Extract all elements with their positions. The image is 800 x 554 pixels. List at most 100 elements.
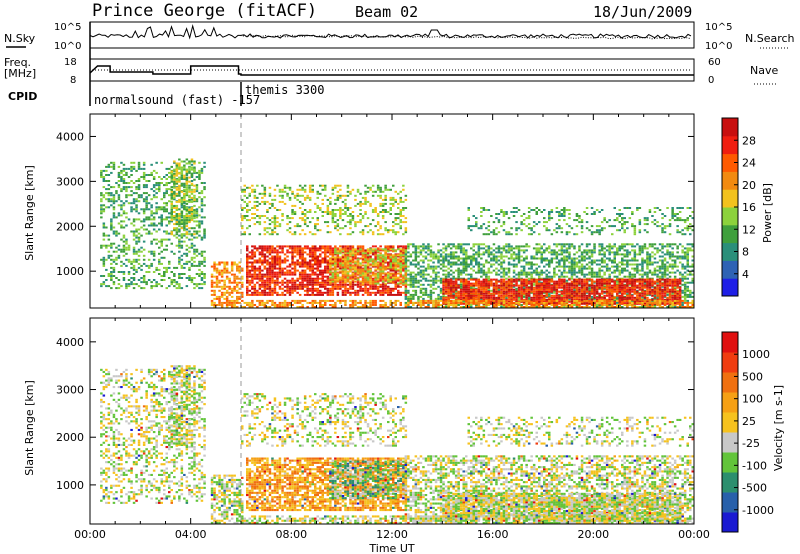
data-cell: [376, 251, 380, 254]
data-cell: [384, 261, 387, 264]
data-cell: [351, 274, 355, 277]
data-cell: [321, 275, 324, 278]
data-cell: [170, 202, 173, 205]
data-cell: [482, 269, 486, 272]
data-cell: [256, 196, 259, 199]
data-cell: [361, 252, 365, 255]
data-cell: [117, 287, 121, 290]
data-cell: [563, 263, 566, 266]
data-cell: [256, 291, 259, 294]
data-cell: [291, 247, 294, 250]
data-cell: [324, 257, 327, 260]
data-cell: [354, 273, 357, 276]
data-cell: [452, 253, 455, 256]
data-cell: [595, 273, 599, 276]
data-cell: [470, 285, 473, 288]
data-cell: [344, 275, 347, 278]
data-cell: [293, 267, 297, 270]
data-cell: [188, 277, 191, 279]
data-cell: [107, 234, 111, 237]
data-cell: [268, 283, 272, 286]
data-cell: [349, 254, 352, 257]
data-cell: [215, 277, 219, 280]
data-cell: [427, 273, 430, 276]
data-cell: [616, 265, 619, 268]
data-cell: [125, 200, 128, 203]
data-cell: [341, 276, 345, 279]
data-cell: [560, 265, 564, 268]
data-cell: [540, 257, 543, 260]
data-cell: [110, 266, 113, 269]
data-cell: [381, 248, 385, 251]
data-cell: [439, 277, 443, 280]
data-cell: [490, 257, 493, 260]
data-cell: [303, 251, 307, 254]
data-cell: [379, 202, 382, 205]
data-cell: [258, 273, 262, 276]
data-cell: [336, 209, 340, 211]
data-cell: [387, 276, 390, 279]
data-cell: [326, 293, 330, 296]
data-cell: [465, 269, 468, 272]
data-cell: [381, 204, 385, 207]
data-cell: [137, 186, 141, 189]
data-cell: [525, 257, 528, 260]
data-cell: [527, 297, 531, 300]
data-cell: [417, 247, 420, 250]
data-cell: [110, 254, 113, 257]
data-cell: [364, 190, 367, 193]
data-cell: [188, 206, 191, 209]
data-cell: [339, 278, 342, 281]
data-cell: [316, 263, 319, 266]
data-cell: [115, 258, 118, 261]
data-cell: [137, 196, 141, 199]
data-cell: [319, 261, 322, 264]
data-cell: [608, 253, 611, 256]
data-cell: [110, 262, 113, 265]
data-cell: [419, 271, 423, 274]
data-cell: [100, 174, 103, 176]
data-cell: [354, 293, 357, 296]
data-cell: [444, 306, 448, 308]
data-cell: [379, 293, 382, 296]
data-cell: [163, 275, 166, 277]
data-cell: [520, 249, 523, 252]
data-cell: [100, 192, 103, 195]
data-cell: [190, 180, 194, 182]
data-cell: [168, 260, 171, 263]
data-cell: [261, 261, 264, 264]
station-title: Prince George (fitACF): [92, 1, 317, 21]
data-cell: [366, 255, 370, 258]
data-cell: [515, 265, 518, 268]
data-cell: [253, 261, 257, 264]
data-cell: [462, 257, 465, 260]
data-cell: [384, 221, 387, 224]
data-cell: [241, 190, 244, 193]
data-cell: [135, 228, 138, 231]
data-cell: [306, 225, 309, 228]
data-cell: [225, 267, 229, 270]
data-cell: [444, 275, 448, 278]
data-cell: [538, 247, 541, 250]
data-cell: [293, 269, 297, 272]
data-cell: [163, 206, 166, 209]
data-cell: [522, 245, 526, 248]
data-cell: [339, 252, 342, 255]
data-cell: [298, 287, 302, 290]
data-cell: [296, 259, 299, 262]
data-cell: [419, 295, 423, 298]
data-cell: [344, 253, 347, 256]
data-cell: [185, 233, 189, 236]
data-cell: [314, 281, 317, 284]
data-cell: [376, 233, 380, 236]
data-cell: [563, 249, 566, 252]
data-cell: [230, 281, 234, 284]
data-cell: [618, 291, 621, 294]
data-cell: [329, 264, 332, 267]
data-cell: [366, 262, 370, 265]
data-cell: [183, 229, 186, 232]
data-cell: [419, 269, 423, 272]
data-cell: [568, 271, 571, 274]
data-cell: [102, 275, 106, 277]
data-cell: [170, 171, 173, 174]
